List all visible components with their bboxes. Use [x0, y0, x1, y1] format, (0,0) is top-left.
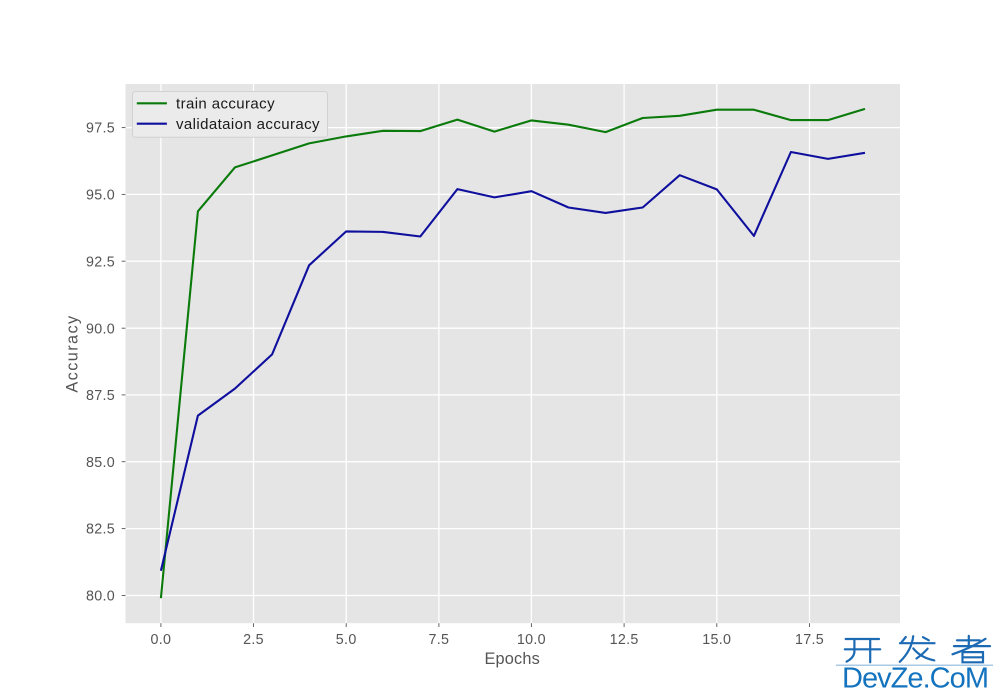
svg-text:5.0: 5.0: [336, 632, 357, 648]
svg-text:Epochs: Epochs: [484, 650, 540, 668]
svg-text:17.5: 17.5: [795, 632, 824, 648]
svg-text:92.5: 92.5: [86, 254, 115, 270]
svg-text:train accuracy: train accuracy: [176, 96, 275, 113]
svg-text:2.5: 2.5: [243, 632, 264, 648]
svg-text:85.0: 85.0: [86, 455, 115, 471]
svg-text:82.5: 82.5: [86, 522, 115, 538]
svg-text:87.5: 87.5: [86, 388, 115, 404]
svg-text:DevZe.CoM: DevZe.CoM: [842, 663, 989, 695]
svg-text:90.0: 90.0: [86, 321, 115, 337]
svg-text:80.0: 80.0: [86, 589, 115, 605]
svg-text:95.0: 95.0: [86, 188, 115, 204]
svg-text:0.0: 0.0: [151, 632, 172, 648]
svg-text:validataion accuracy: validataion accuracy: [176, 116, 320, 133]
svg-text:10.0: 10.0: [517, 632, 546, 648]
svg-text:7.5: 7.5: [429, 632, 450, 648]
svg-text:12.5: 12.5: [610, 632, 639, 648]
svg-text:97.5: 97.5: [86, 121, 115, 137]
svg-text:Accuracy: Accuracy: [64, 314, 82, 392]
svg-text:15.0: 15.0: [702, 632, 731, 648]
